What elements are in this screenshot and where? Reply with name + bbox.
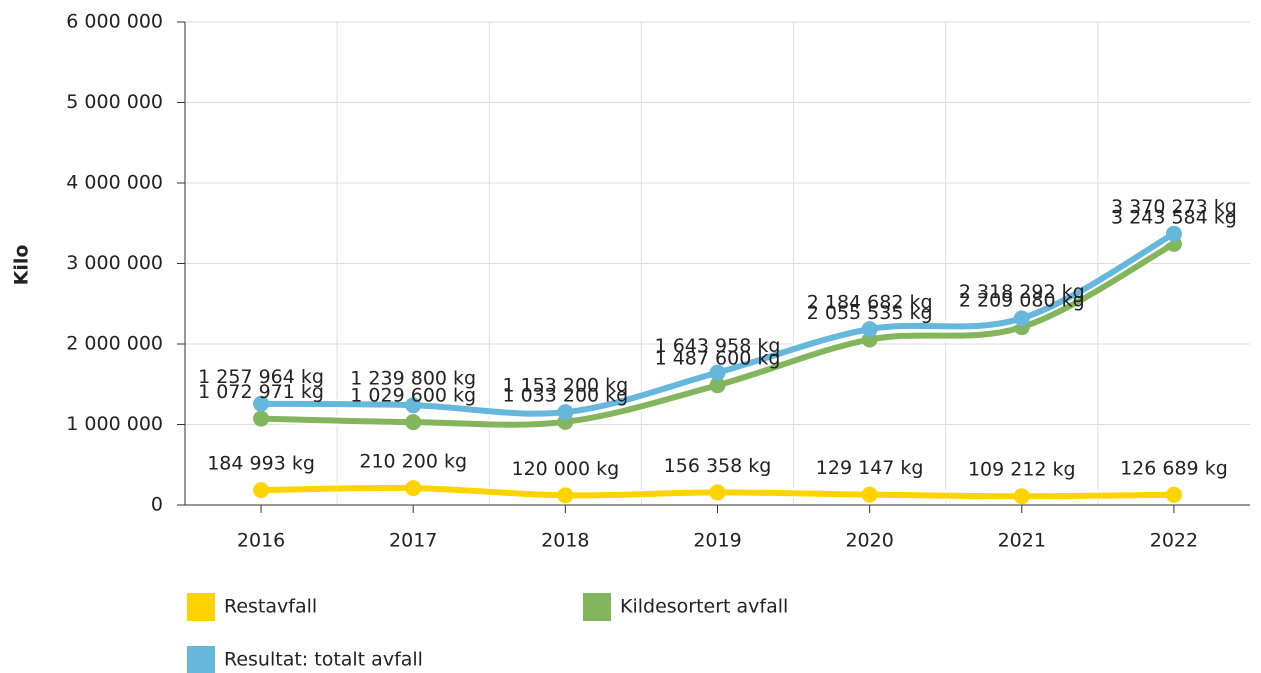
data-label: 1 643 958 kg <box>655 335 781 357</box>
data-label: 1 033 200 kg <box>502 384 628 406</box>
y-tick-label: 2 000 000 <box>66 333 163 355</box>
data-label: 1 257 964 kg <box>198 366 324 388</box>
point <box>253 410 270 427</box>
legend-label: Resultat: totalt avfall <box>224 649 423 671</box>
y-tick-label: 5 000 000 <box>66 91 163 113</box>
point <box>709 484 726 501</box>
data-label: 3 370 273 kg <box>1111 196 1237 218</box>
x-tick-label: 2016 <box>237 530 285 552</box>
x-tick-label: 2021 <box>998 530 1046 552</box>
data-label: 184 993 kg <box>207 453 315 475</box>
data-label: 1 487 600 kg <box>655 348 781 370</box>
y-tick-label: 1 000 000 <box>66 413 163 435</box>
point <box>1013 310 1030 327</box>
point <box>405 480 422 497</box>
legend-label: Restavfall <box>224 596 317 618</box>
y-tick-label: 0 <box>151 494 163 516</box>
x-tick-label: 2017 <box>389 530 437 552</box>
point <box>1013 488 1030 505</box>
legend-label: Kildesortert avfall <box>620 596 788 618</box>
data-label: 126 689 kg <box>1120 457 1228 479</box>
data-label: 129 147 kg <box>816 457 924 479</box>
point <box>253 395 270 412</box>
data-label: 109 212 kg <box>968 459 1076 481</box>
point <box>709 377 726 394</box>
point <box>1165 486 1182 503</box>
y-axis-label: Kilo <box>11 245 33 286</box>
data-label: 120 000 kg <box>512 458 620 480</box>
data-label: 1 072 971 kg <box>198 381 324 403</box>
data-label: 1 239 800 kg <box>350 368 476 390</box>
legend-swatch <box>187 593 215 621</box>
y-tick-label: 3 000 000 <box>66 252 163 274</box>
point <box>861 321 878 338</box>
point <box>1165 225 1182 242</box>
point <box>253 482 270 499</box>
data-label: 210 200 kg <box>359 451 467 473</box>
x-tick-label: 2019 <box>693 530 741 552</box>
point <box>709 364 726 381</box>
data-label: 2 184 682 kg <box>807 292 933 314</box>
point <box>861 486 878 503</box>
data-label: 2 318 292 kg <box>959 281 1085 303</box>
point <box>405 397 422 414</box>
x-tick-label: 2020 <box>845 530 893 552</box>
data-label: 2 209 080 kg <box>959 290 1085 312</box>
data-label: 156 358 kg <box>664 455 772 477</box>
x-tick-label: 2022 <box>1150 530 1198 552</box>
x-tick-label: 2018 <box>541 530 589 552</box>
point <box>557 404 574 421</box>
legend-swatch <box>583 593 611 621</box>
data-label: 2 055 535 kg <box>807 302 933 324</box>
y-tick-label: 4 000 000 <box>66 172 163 194</box>
data-label: 3 243 584 kg <box>1111 206 1237 228</box>
legend-swatch <box>187 646 215 673</box>
data-label: 1 029 600 kg <box>350 385 476 407</box>
point <box>557 487 574 504</box>
data-label: 1 153 200 kg <box>502 375 628 397</box>
point <box>405 414 422 431</box>
y-tick-label: 6 000 000 <box>66 11 163 33</box>
